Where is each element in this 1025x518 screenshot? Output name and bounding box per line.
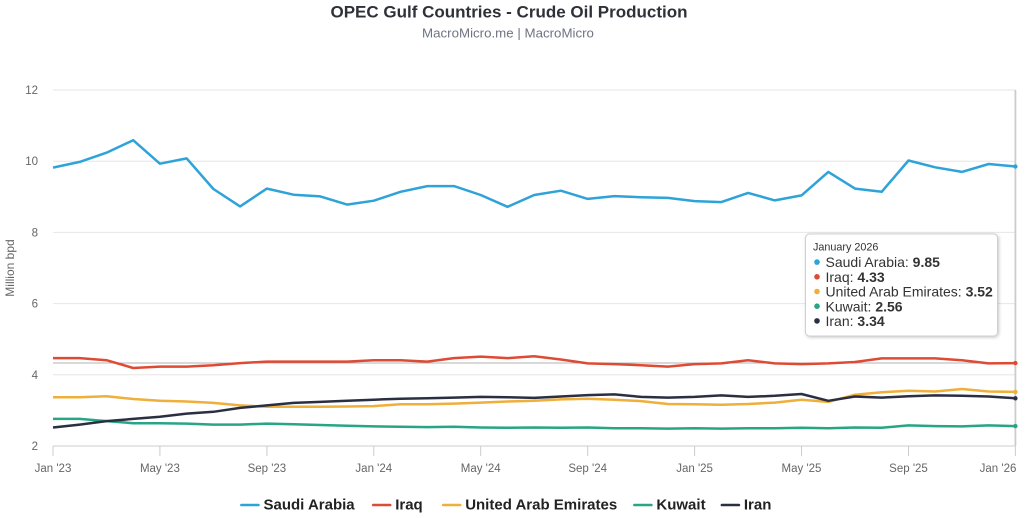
svg-text:Iraq: Iraq [395,497,423,514]
svg-text:OPEC Gulf Countries - Crude Oi: OPEC Gulf Countries - Crude Oil Producti… [330,3,687,22]
svg-text:January 2026: January 2026 [813,242,878,254]
svg-text:12: 12 [25,85,38,97]
svg-text:Iraq: 4.33: Iraq: 4.33 [826,269,885,285]
svg-text:Sep '24: Sep '24 [568,463,607,475]
svg-text:6: 6 [32,299,38,311]
svg-text:May '25: May '25 [782,463,822,475]
svg-text:MacroMicro.me | MacroMicro: MacroMicro.me | MacroMicro [422,26,594,41]
svg-text:May '24: May '24 [461,463,502,475]
svg-text:Kuwait: Kuwait [656,497,705,514]
svg-text:Sep '23: Sep '23 [248,463,287,475]
svg-text:Iran: 3.34: Iran: 3.34 [826,313,885,329]
svg-text:Sep '25: Sep '25 [889,463,928,475]
svg-text:Jan '26: Jan '26 [980,463,1017,475]
svg-text:Saudi Arabia: 9.85: Saudi Arabia: 9.85 [826,254,941,270]
svg-text:Iran: Iran [744,497,772,514]
svg-text:May '23: May '23 [140,463,180,475]
svg-text:2: 2 [32,441,38,453]
svg-text:Jan '25: Jan '25 [676,463,713,475]
svg-text:Million bpd: Million bpd [3,239,17,296]
svg-text:4: 4 [32,370,39,382]
svg-text:8: 8 [32,227,38,239]
svg-text:United Arab Emirates: United Arab Emirates [465,497,617,514]
svg-text:Saudi Arabia: Saudi Arabia [264,497,356,514]
svg-text:United Arab Emirates: 3.52: United Arab Emirates: 3.52 [826,284,994,300]
svg-text:Kuwait: 2.56: Kuwait: 2.56 [826,298,903,314]
svg-text:Jan '23: Jan '23 [35,463,72,475]
svg-text:Jan '24: Jan '24 [355,463,392,475]
svg-text:10: 10 [25,156,38,168]
